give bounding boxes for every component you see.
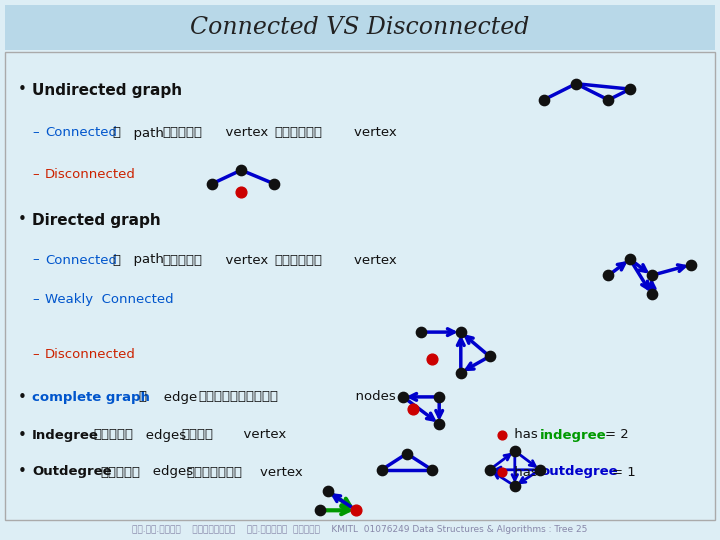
Point — [426, 465, 438, 474]
Text: edge: edge — [151, 390, 197, 403]
Point — [624, 85, 636, 93]
Text: –: – — [32, 348, 39, 361]
Text: Indegree: Indegree — [32, 429, 99, 442]
Text: vertex: vertex — [217, 126, 269, 139]
Text: nodes: nodes — [313, 390, 396, 403]
Text: –: – — [32, 294, 39, 307]
Text: จำนวน: จำนวน — [93, 429, 133, 442]
Point — [268, 179, 279, 188]
Point — [235, 166, 247, 174]
Point — [570, 79, 582, 88]
Text: Connected: Connected — [45, 126, 117, 139]
Text: Disconnected: Disconnected — [45, 168, 136, 181]
Point — [235, 187, 247, 196]
Text: has: has — [510, 465, 542, 478]
Text: รศ.ดร.บญธร    เครอตราช    รศ.กฤตวน  ศรบรณ    KMITL  01076249 Data Structures & A: รศ.ดร.บญธร เครอตราช รศ.กฤตวน ศรบรณ KMITL… — [132, 525, 588, 535]
FancyBboxPatch shape — [5, 5, 715, 50]
Point — [496, 468, 508, 476]
Point — [397, 393, 409, 401]
Text: = 2: = 2 — [605, 429, 629, 442]
Text: Directed graph: Directed graph — [32, 213, 161, 227]
Text: ไปยงทก: ไปยงทก — [274, 126, 322, 139]
Point — [509, 447, 521, 455]
Point — [646, 271, 657, 280]
Point — [509, 482, 521, 490]
Text: vertex: vertex — [337, 126, 397, 139]
Text: จากทก: จากทก — [162, 126, 202, 139]
Text: ไปยงทก: ไปยงทก — [274, 253, 322, 267]
Text: path: path — [125, 253, 164, 267]
Text: edges: edges — [140, 465, 193, 478]
Text: Undirected graph: Undirected graph — [32, 83, 182, 98]
Text: –: – — [32, 168, 39, 181]
Text: เชอมทกคของ: เชอมทกคของ — [198, 390, 278, 403]
Point — [407, 405, 418, 414]
Text: •: • — [18, 428, 27, 442]
Point — [685, 260, 697, 269]
Point — [415, 328, 427, 336]
Point — [646, 290, 657, 299]
Point — [351, 506, 362, 515]
Text: vertex: vertex — [217, 253, 269, 267]
Text: vertex: vertex — [218, 429, 287, 442]
Text: •: • — [18, 464, 27, 480]
Point — [315, 506, 326, 515]
Text: vertex: vertex — [337, 253, 397, 267]
Point — [624, 255, 636, 264]
Point — [603, 271, 614, 280]
Point — [433, 420, 445, 428]
Text: complete graph: complete graph — [32, 390, 150, 403]
Text: path: path — [125, 126, 164, 139]
Text: ทเขา: ทเขา — [181, 429, 213, 442]
Point — [538, 96, 549, 104]
Point — [376, 465, 387, 474]
Point — [433, 393, 445, 401]
Text: ม: ม — [112, 126, 120, 139]
Point — [401, 449, 413, 458]
Text: Disconnected: Disconnected — [45, 348, 136, 361]
Text: Connected VS Disconnected: Connected VS Disconnected — [190, 16, 530, 38]
Text: –: – — [32, 253, 39, 267]
Text: Weakly  Connected: Weakly Connected — [45, 294, 174, 307]
Point — [207, 179, 218, 188]
Text: ม: ม — [138, 390, 146, 403]
Text: จากทก: จากทก — [162, 253, 202, 267]
Text: Connected: Connected — [45, 253, 117, 267]
Text: indegree: indegree — [540, 429, 607, 442]
Text: Outdegree: Outdegree — [32, 465, 112, 478]
Text: จำนวน: จำนวน — [100, 465, 140, 478]
Text: –: – — [32, 126, 39, 139]
Text: •: • — [18, 213, 27, 227]
Point — [322, 487, 333, 496]
Point — [455, 368, 467, 377]
Text: •: • — [18, 389, 27, 404]
Point — [455, 328, 467, 336]
Text: = 1: = 1 — [612, 465, 636, 478]
FancyBboxPatch shape — [5, 52, 715, 520]
Text: ทออกจาก: ทออกจาก — [186, 465, 242, 478]
Text: has: has — [510, 429, 542, 442]
Point — [484, 352, 495, 361]
Point — [603, 96, 614, 104]
Point — [484, 465, 495, 474]
Text: •: • — [18, 83, 27, 98]
Text: vertex: vertex — [243, 465, 302, 478]
Text: edges: edges — [133, 429, 186, 442]
Point — [534, 465, 546, 474]
Text: outdegree: outdegree — [540, 465, 618, 478]
Point — [496, 431, 508, 440]
Text: ม: ม — [112, 253, 120, 267]
Point — [426, 355, 438, 363]
